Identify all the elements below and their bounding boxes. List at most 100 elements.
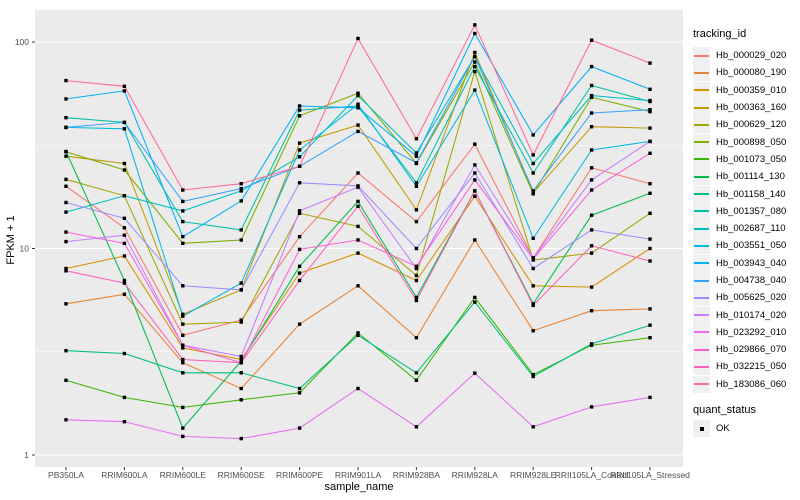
x-axis-title: sample_name [324, 481, 394, 493]
data-point [239, 354, 243, 359]
data-point [648, 151, 652, 155]
data-point [181, 284, 185, 288]
data-point [239, 199, 243, 203]
data-point [414, 154, 419, 158]
legend-key-icon [693, 133, 710, 151]
data-point [414, 273, 419, 278]
data-point [531, 189, 535, 193]
data-point [181, 333, 185, 337]
data-point [473, 69, 477, 74]
data-point [239, 238, 243, 242]
data-point [64, 177, 68, 182]
x-tick-label: RRIM928LA [452, 470, 499, 480]
data-point [531, 374, 535, 379]
data-point [648, 108, 652, 112]
legend-key-icon [693, 220, 710, 238]
data-point [648, 61, 652, 65]
legend-entry: Hb_023292_010 [693, 323, 799, 341]
data-point [589, 342, 594, 346]
data-point [297, 148, 302, 152]
legend-key-icon [693, 168, 710, 186]
data-point [297, 209, 302, 213]
data-point [414, 278, 419, 283]
data-point [531, 257, 535, 261]
data-point [239, 182, 243, 186]
data-point [356, 331, 360, 335]
legend-key-icon [693, 116, 710, 134]
data-point [297, 271, 302, 275]
data-point [356, 238, 360, 242]
data-point [297, 426, 302, 430]
data-point [356, 129, 360, 134]
legend-entry-label: Hb_000080_190 [716, 67, 787, 79]
legend-entry-ok: OK [693, 420, 799, 438]
data-point [648, 211, 652, 215]
legend-entry-list: Hb_000029_020 Hb_000080_190 Hb_000359_010 H… [693, 47, 799, 393]
data-point [531, 133, 535, 137]
legend-entry-label: Hb_000898_050 [716, 136, 787, 148]
data-point [64, 116, 68, 120]
data-point [297, 164, 302, 168]
legend-entry: Hb_004738_040 [693, 272, 799, 289]
legend-entry: Hb_000363_160 [693, 99, 799, 117]
data-point [414, 378, 419, 382]
legend-key-icon [693, 185, 710, 203]
data-point [531, 303, 535, 308]
legend-key-icon [693, 64, 710, 82]
legend-entry: Hb_005625_020 [693, 289, 799, 307]
data-point [181, 361, 185, 365]
legend-entry: Hb_003551_050 [693, 237, 799, 255]
legend-entry: Hb_010174_020 [693, 306, 799, 324]
data-point [297, 104, 302, 108]
data-point [531, 266, 535, 271]
data-point [648, 336, 652, 340]
data-point [473, 194, 477, 198]
data-point [239, 228, 243, 232]
data-point [181, 426, 185, 430]
data-point [356, 185, 360, 189]
data-point [122, 292, 127, 296]
data-point [589, 148, 594, 152]
legend-entry-label: Hb_001158_140 [716, 188, 786, 200]
y-tick-label: 100 [15, 37, 29, 47]
data-point [589, 251, 594, 255]
legend-entry-label: Hb_000363_160 [716, 102, 787, 114]
legend-key-icon [693, 254, 710, 272]
data-point [122, 127, 127, 131]
legend-entry: Hb_029866_070 [693, 341, 799, 359]
data-point [122, 89, 127, 93]
legend-key-icon [693, 341, 710, 359]
legend-title-tracking-id: tracking_id [693, 28, 747, 40]
data-point [64, 125, 68, 130]
data-point [473, 300, 477, 304]
data-point [181, 188, 185, 192]
legend-entry-label: Hb_183086_060 [716, 378, 787, 390]
data-point [589, 213, 594, 217]
legend-entry: Hb_000029_020 [693, 47, 799, 65]
data-point [181, 434, 185, 439]
legend-key-icon [693, 358, 710, 376]
data-point [297, 108, 302, 112]
data-point [473, 64, 477, 69]
data-point [356, 104, 360, 108]
data-point [297, 211, 302, 215]
legend-entry-label: Hb_002687_110 [716, 223, 786, 235]
data-point [473, 88, 477, 92]
data-point [122, 233, 127, 237]
data-point [181, 371, 185, 375]
data-point [414, 295, 419, 300]
data-point [473, 31, 477, 36]
legend-entry: Hb_000359_010 [693, 81, 799, 99]
data-point [531, 171, 535, 175]
data-point [122, 84, 127, 88]
data-point [64, 154, 68, 158]
legend-entry-label: Hb_003943_040 [716, 257, 787, 269]
legend-entry-label: Hb_001073_050 [716, 153, 787, 165]
data-point [589, 38, 594, 42]
data-point [297, 155, 302, 159]
legend-key-icon [693, 47, 710, 65]
data-point [589, 178, 594, 182]
data-point [181, 219, 185, 224]
data-point [122, 395, 127, 400]
data-point [297, 391, 302, 395]
